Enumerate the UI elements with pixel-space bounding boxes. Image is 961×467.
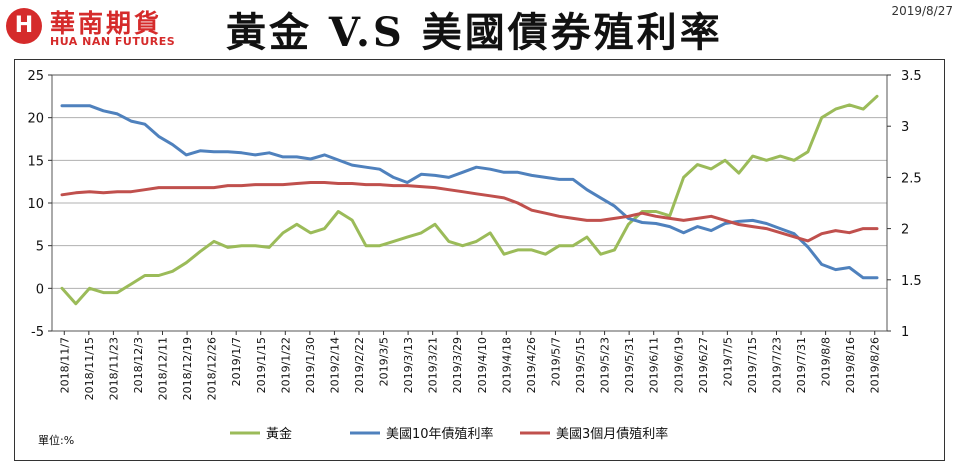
x-tick-label: 2019/1/15 <box>255 337 268 393</box>
y-right-tick-label: 2 <box>901 223 909 238</box>
x-tick-label: 2019/3/29 <box>451 337 464 393</box>
logo-english-name: HUA NAN FUTURES <box>50 35 176 48</box>
x-tick-label: 2019/8/16 <box>844 337 857 393</box>
x-tick-label: 2019/6/27 <box>697 337 710 393</box>
x-tick-label: 2019/1/30 <box>304 337 317 393</box>
x-tick-label: 2019/5/31 <box>623 337 636 393</box>
y-right-tick-label: 1 <box>901 325 909 340</box>
x-tick-label: 2019/8/26 <box>869 337 882 393</box>
y-left-tick-label: 15 <box>27 154 44 169</box>
x-tick-label: 2019/5/7 <box>549 337 562 386</box>
y-right-tick-label: 2.5 <box>901 171 922 186</box>
x-tick-label: 2018/12/26 <box>206 337 219 400</box>
series-line <box>60 94 879 306</box>
logo-chinese-name: 華南期貨 <box>50 9 163 38</box>
x-tick-label: 2019/6/19 <box>672 337 685 393</box>
company-logo: H 華南期貨 HUA NAN FUTURES <box>6 4 202 48</box>
x-tick-label: 2019/4/26 <box>525 337 538 393</box>
x-tick-label: 2019/7/5 <box>721 337 734 386</box>
report-date: 2019/8/27 <box>891 4 953 18</box>
x-tick-label: 2019/3/5 <box>378 337 391 386</box>
gridlines <box>52 74 887 332</box>
legend-label: 美國10年債殖利率 <box>386 426 494 442</box>
x-tick-label: 2018/11/15 <box>83 337 96 400</box>
series-line <box>60 181 879 243</box>
y-left-tick-label: 20 <box>27 112 44 127</box>
x-tick-label: 2019/7/31 <box>795 337 808 393</box>
x-tick-label: 2019/8/8 <box>820 337 833 386</box>
legend-label: 黃金 <box>266 426 292 442</box>
x-tick-label: 2018/12/3 <box>132 337 145 393</box>
x-axis: 2018/11/7 2018/11/15 2018/11/23 2018/12/3 20… <box>58 331 882 400</box>
chart-frame <box>14 59 945 461</box>
y-right-tick-label: 3 <box>901 120 909 135</box>
x-tick-label: 2019/7/23 <box>770 337 783 393</box>
x-tick-label: 2018/12/11 <box>157 337 170 400</box>
x-tick-label: 2019/7/15 <box>746 337 759 393</box>
x-tick-label: 2018/11/23 <box>107 337 120 400</box>
y-left-tick-label: 25 <box>27 69 44 84</box>
y-axis-right: 1 1.5 2 2.5 3 3.5 <box>887 69 922 340</box>
x-tick-label: 2019/1/22 <box>279 337 292 393</box>
y-left-tick-label: 0 <box>36 282 44 297</box>
x-tick-label: 2019/6/11 <box>648 337 661 393</box>
page-title: 黃金 V.S 美國債券殖利率 <box>226 9 723 56</box>
x-tick-label: 2019/5/23 <box>599 337 612 393</box>
y-left-tick-label: 10 <box>27 197 44 212</box>
legend: 黃金 美國10年債殖利率 美國3個月債殖利率 <box>230 426 668 442</box>
x-tick-label: 2019/4/10 <box>476 337 489 393</box>
x-tick-label: 2019/2/14 <box>328 337 341 393</box>
x-tick-label: 2019/3/13 <box>402 337 415 393</box>
x-tick-label: 2018/12/19 <box>181 337 194 400</box>
y-left-tick-label: -5 <box>31 325 44 340</box>
y-left-tick-label: 5 <box>36 240 44 255</box>
x-tick-label: 2019/5/15 <box>574 337 587 393</box>
unit-label: 單位:% <box>38 434 75 447</box>
series-line <box>60 104 879 280</box>
legend-label: 美國3個月債殖利率 <box>556 426 668 442</box>
series-lines <box>60 94 879 306</box>
y-right-tick-label: 3.5 <box>901 69 922 84</box>
x-tick-label: 2019/1/7 <box>230 337 243 386</box>
y-axis-left: -5 0 5 10 15 20 25 <box>27 69 52 340</box>
x-tick-label: 2019/3/21 <box>427 337 440 393</box>
y-right-tick-label: 1.5 <box>901 274 922 289</box>
x-tick-label: 2019/4/18 <box>500 337 513 393</box>
logo-mark-icon: H <box>6 8 42 44</box>
x-tick-label: 2018/11/7 <box>58 337 71 393</box>
x-tick-label: 2019/2/22 <box>353 337 366 393</box>
